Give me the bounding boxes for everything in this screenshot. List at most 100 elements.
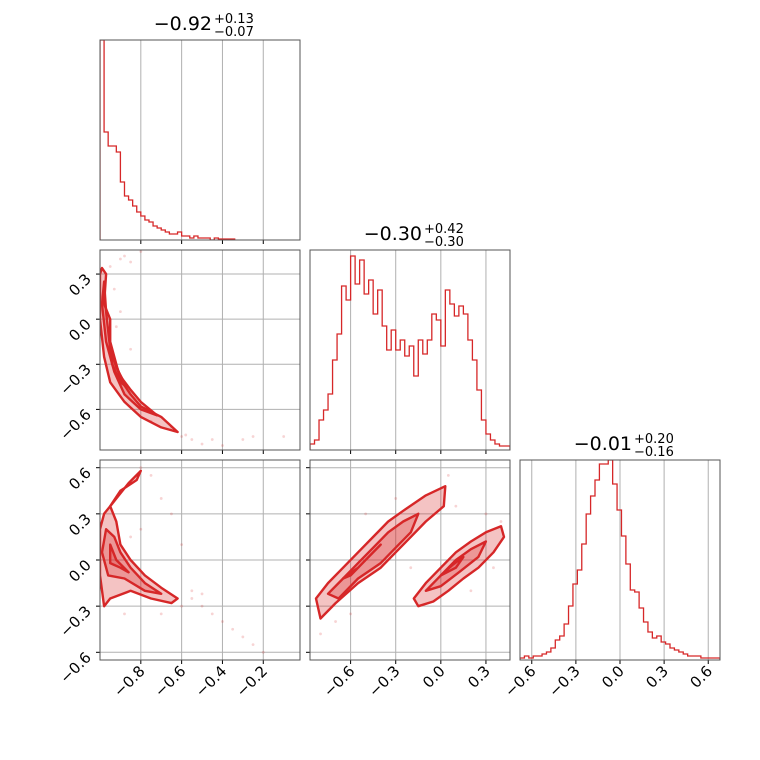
contour-fill (316, 486, 446, 619)
panel-p1_vs_p2: −0.6 −0.3 0.0 0.3 (306, 459, 511, 701)
scatter-point (159, 612, 163, 616)
contour-fill (100, 268, 178, 432)
y-tick-label: 0.0 (65, 556, 95, 586)
axes-frame (309, 249, 511, 451)
scatter-point (221, 444, 224, 447)
x-tick-label: −0.3 (545, 662, 583, 700)
x-tick-label: −0.4 (192, 662, 230, 700)
y-tick-label: 0.3 (65, 270, 95, 300)
scatter-point (334, 620, 337, 623)
y-tick-label: −0.3 (56, 360, 94, 398)
scatter-point (190, 589, 194, 593)
panel-p0_vs_p2: −0.8 −0.6 −0.4 −0.20.60.30.0−0.3−0.6 (56, 459, 301, 701)
contour-line (314, 485, 447, 620)
scatter-point (114, 325, 118, 329)
contour-line (100, 528, 163, 595)
panel-title-median: −0.01 (574, 433, 632, 455)
scatter-point (119, 310, 122, 314)
scatter-point (484, 512, 488, 516)
y-tick-label: −0.6 (56, 648, 94, 686)
scatter-point (454, 504, 458, 508)
scatter-point (159, 497, 163, 500)
scatter-point (129, 535, 133, 539)
scatter-point (241, 438, 245, 441)
scatter-point (123, 254, 126, 258)
scatter-point (394, 497, 398, 500)
axes-frame (99, 249, 301, 451)
x-tick-label: −0.2 (233, 662, 271, 700)
y-tick-label: 0.0 (65, 315, 95, 345)
contour-line (341, 543, 382, 580)
contour-fill (328, 513, 419, 599)
contour-line (109, 469, 142, 508)
plot-area (100, 466, 265, 654)
scatter-point (139, 250, 143, 253)
scatter-point (200, 442, 204, 446)
axes-frame (519, 459, 721, 661)
panel-p0_hist: −0.92 +0.13−0.07 (99, 12, 301, 244)
panel-p1_hist: −0.30 +0.42−0.30 (309, 222, 511, 454)
scatter-point (349, 612, 353, 616)
scatter-point (190, 597, 194, 600)
histogram-steps (520, 460, 720, 660)
axes-frame (99, 459, 301, 661)
x-tick-label: −0.3 (365, 662, 403, 700)
scatter-point (499, 520, 503, 523)
scatter-point (409, 566, 413, 570)
scatter-point (200, 592, 204, 596)
scatter-point (251, 643, 255, 647)
scatter-point (319, 632, 322, 636)
scatter-point (180, 543, 184, 547)
scatter-point (200, 604, 204, 608)
x-tick-label: 0.3 (642, 662, 672, 692)
scatter-point (129, 260, 133, 264)
plot-area (100, 250, 286, 447)
histogram-steps (100, 40, 236, 240)
scatter-point (261, 650, 265, 654)
scatter-point (112, 287, 116, 291)
scatter-point (364, 512, 368, 516)
scatter-point (282, 435, 286, 438)
x-tick-label: −0.6 (320, 662, 358, 700)
panel-title-median: −0.92 (154, 13, 212, 35)
histogram-steps (310, 255, 510, 450)
panel-title-minus: −0.16 (634, 445, 674, 460)
scatter-point (190, 438, 194, 441)
panel-title-minus: −0.30 (424, 235, 464, 250)
y-tick-label: 0.6 (65, 464, 95, 494)
panel-title-median: −0.30 (364, 223, 422, 245)
contour-line (100, 505, 179, 608)
plot-area (100, 40, 236, 240)
contour-fill (100, 506, 178, 607)
contour-line (412, 525, 506, 608)
axes-frame (309, 459, 511, 661)
x-tick-label: −0.6 (151, 662, 189, 700)
plot-area (310, 255, 510, 450)
panel-title-minus: −0.07 (214, 25, 254, 40)
x-tick-label: 0.3 (464, 662, 494, 692)
y-tick-label: −0.3 (56, 602, 94, 640)
scatter-point (123, 612, 126, 616)
scatter-point (149, 473, 153, 477)
scatter-point (241, 635, 245, 639)
scatter-point (184, 433, 188, 437)
scatter-point (129, 347, 133, 351)
x-tick-label: 0.6 (686, 662, 716, 692)
plot-area (314, 473, 506, 636)
scatter-point (221, 620, 224, 623)
panel-title-plus: +0.13 (214, 12, 254, 27)
panel-title-plus: +0.42 (424, 222, 464, 237)
panel-title-plus: +0.20 (634, 432, 674, 447)
contour-line (109, 543, 130, 574)
x-tick-label: −0.6 (501, 662, 539, 700)
contour-line (439, 555, 465, 577)
scatter-point (139, 527, 143, 531)
panel-p0_vs_p1: 0.3 0.0 −0.3 −0.6 (56, 249, 301, 454)
scatter-point (119, 257, 122, 261)
scatter-point (492, 566, 495, 570)
contour-line (100, 266, 179, 434)
panel-p2_hist: −0.6 −0.3 0.0 0.3 0.6 −0.01 +0.20−0.16 (501, 432, 721, 701)
contour-line (326, 512, 420, 600)
scatter-point (139, 466, 143, 470)
contour-line (109, 348, 128, 388)
